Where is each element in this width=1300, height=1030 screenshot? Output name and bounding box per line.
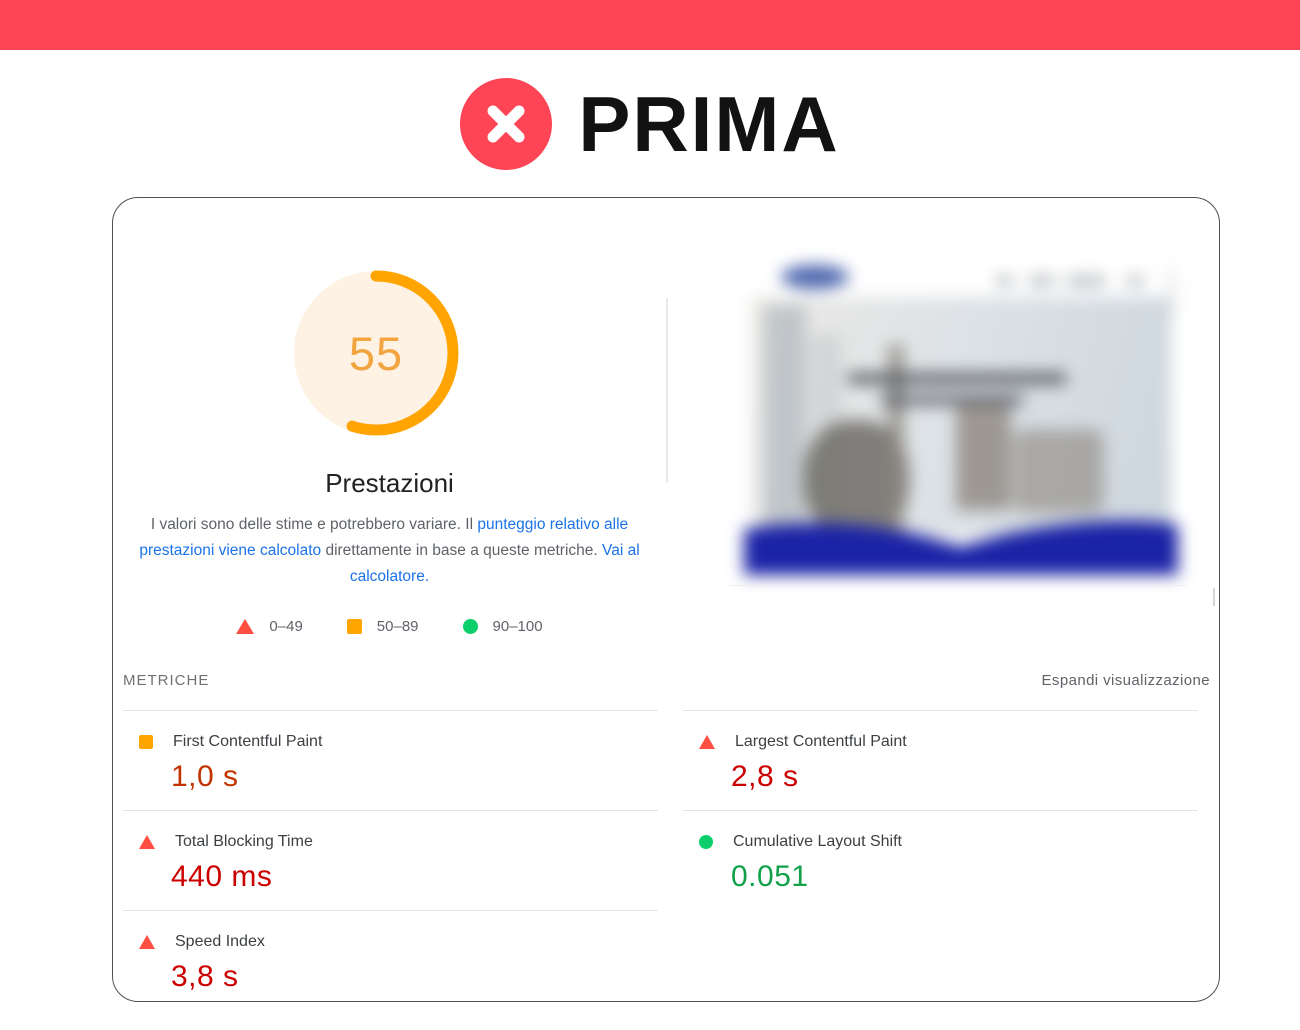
circle-icon	[699, 835, 713, 849]
metric-value: 440 ms	[171, 860, 273, 893]
gauge-score: 55	[348, 326, 404, 380]
metric-name: Cumulative Layout Shift	[733, 833, 902, 850]
legend-item-average: 50–89	[346, 618, 419, 635]
site-logo-blur	[781, 265, 849, 289]
triangle-icon	[139, 835, 155, 849]
metric-name: First Contentful Paint	[173, 733, 323, 750]
metric-name: Largest Contentful Paint	[735, 733, 907, 750]
metric-row-cumulative-layout-shift: Cumulative Layout Shift 0.051	[683, 810, 1198, 910]
metric-name: Total Blocking Time	[175, 833, 313, 850]
photo-shape	[764, 305, 806, 533]
x-icon	[487, 105, 525, 143]
metrics-section-label: METRICHE	[123, 672, 210, 689]
hero-heading-blur	[881, 395, 1023, 405]
legend-item-fail: 0–49	[236, 618, 303, 635]
circle-icon	[462, 619, 478, 634]
square-icon	[346, 619, 362, 634]
before-header: PRIMA	[0, 76, 1300, 172]
square-icon	[139, 735, 153, 749]
scrollbar-blur	[1170, 269, 1173, 317]
metric-value: 2,8 s	[731, 760, 799, 793]
metrics-header: METRICHE Espandi visualizzazione	[123, 672, 1210, 689]
legend-range: 90–100	[492, 618, 543, 635]
metric-value: 3,8 s	[171, 960, 239, 993]
photo-shape	[888, 345, 904, 535]
gauge-arc	[293, 270, 459, 436]
nav-item-blur	[996, 277, 1014, 285]
column-divider	[666, 298, 668, 483]
metric-row-largest-contentful-paint: Largest Contentful Paint 2,8 s	[683, 710, 1198, 810]
metric-value: 0.051	[731, 860, 809, 893]
report-card: 55 Prestazioni I valori sono delle stime…	[112, 197, 1220, 1002]
metrics-grid: First Contentful Paint 1,0 s Largest Con…	[123, 710, 1198, 1001]
wave-banner-blur	[744, 520, 1178, 575]
score-legend: 0–49 50–89 90–100	[113, 618, 666, 635]
photo-shape	[956, 405, 1011, 510]
legend-range: 0–49	[269, 618, 303, 635]
description-text-1: I valori sono delle stime e potrebbero v…	[150, 516, 478, 533]
metric-row-first-contentful-paint: First Contentful Paint 1,0 s	[123, 710, 658, 810]
link-calculator[interactable]: Vai al calcolatore.	[349, 542, 640, 585]
metric-value: 1,0 s	[171, 760, 239, 793]
performance-description: I valori sono delle stime e potrebbero v…	[131, 512, 648, 590]
before-title: PRIMA	[578, 80, 840, 168]
metric-row-speed-index: Speed Index 3,8 s	[123, 910, 658, 1001]
hero-heading-blur	[848, 373, 1066, 384]
top-accent-bar	[0, 0, 1300, 50]
nav-item-blur	[1126, 277, 1144, 285]
triangle-icon	[139, 935, 155, 949]
page-screenshot-blurred	[736, 245, 1186, 580]
legend-range: 50–89	[376, 618, 419, 635]
performance-title: Prestazioni	[325, 468, 454, 498]
triangle-icon	[699, 735, 715, 749]
x-circle-badge	[460, 78, 553, 170]
expand-view-button[interactable]: Espandi visualizzazione	[1041, 672, 1210, 689]
nav-item-blur	[1029, 277, 1055, 285]
photo-shape	[1014, 429, 1104, 513]
metric-name: Speed Index	[175, 933, 265, 950]
legend-item-pass: 90–100	[462, 618, 543, 635]
performance-gauge: 55	[293, 270, 459, 436]
metric-row-total-blocking-time: Total Blocking Time 440 ms	[123, 810, 658, 910]
triangle-icon	[236, 619, 255, 634]
screenshot-divider	[729, 585, 1186, 586]
screenshot-scrollbar	[1213, 588, 1215, 606]
page-screenshot-content	[736, 245, 1186, 580]
nav-item-blur	[1066, 277, 1106, 285]
link-score-calculation[interactable]: punteggio relativo alle prestazioni vien…	[139, 516, 629, 559]
description-text-2: direttamente in base a queste metriche.	[321, 542, 603, 559]
